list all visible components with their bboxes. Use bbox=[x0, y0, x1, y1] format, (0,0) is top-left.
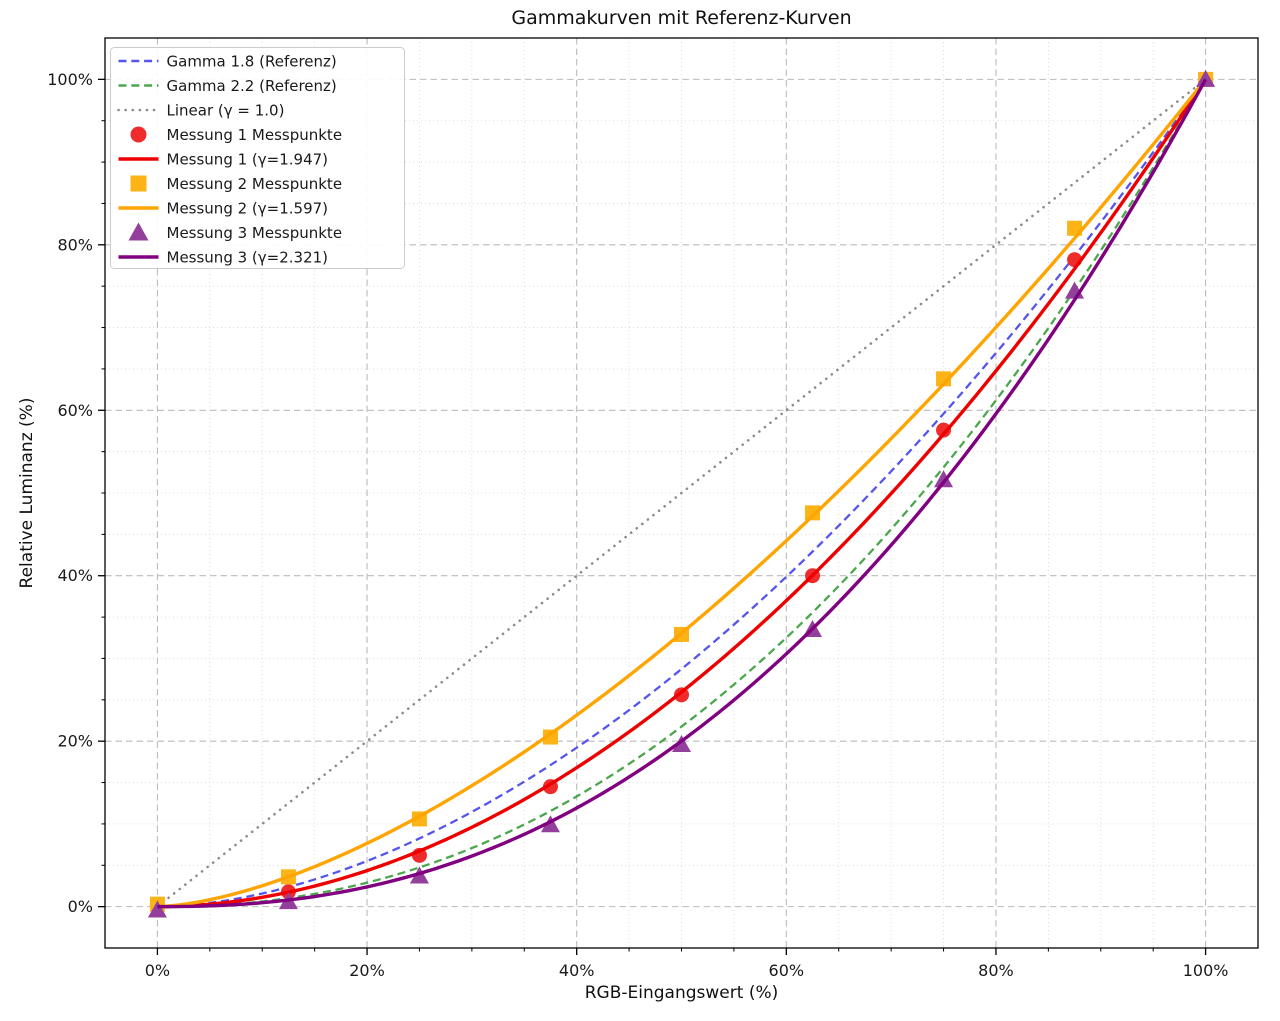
series-curve-messung-2-1-597 bbox=[157, 78, 1207, 909]
legend-item-label: Gamma 2.2 (Referenz) bbox=[167, 77, 337, 95]
series-curve-messung-3-2-321 bbox=[157, 78, 1208, 909]
x-tick-label: 80% bbox=[978, 961, 1014, 980]
legend-item-label: Messung 3 (γ=2.321) bbox=[167, 249, 329, 267]
x-tick-label: 100% bbox=[1183, 961, 1229, 980]
data-point-messung-3-messpunkte bbox=[1196, 69, 1216, 87]
legend-item-label: Messung 3 Messpunkte bbox=[167, 224, 343, 242]
legend-swatch-marker bbox=[128, 222, 149, 241]
data-point-messung-2-messpunkte bbox=[805, 505, 821, 521]
legend bbox=[110, 47, 405, 269]
legend-item-label: Linear (γ = 1.0) bbox=[167, 102, 285, 120]
legend-item-label: Messung 1 Messpunkte bbox=[167, 126, 343, 144]
y-axis-label: Relative Luminanz (%) bbox=[17, 397, 37, 589]
y-tick-label: 0% bbox=[68, 897, 93, 916]
legend-swatch-marker bbox=[130, 175, 147, 192]
x-tick-label: 20% bbox=[349, 961, 385, 980]
y-tick-label: 20% bbox=[57, 732, 93, 751]
data-point-messung-3-messpunkte bbox=[672, 734, 691, 752]
legend-swatch-marker bbox=[130, 126, 147, 143]
series-curve-linear-1-0 bbox=[156, 78, 1207, 908]
series-curve-messung-1-1-947 bbox=[157, 78, 1208, 909]
chart-title: Gammakurven mit Referenz-Kurven bbox=[511, 7, 852, 29]
series-curve-gamma-2-2-referenz bbox=[157, 78, 1207, 908]
x-tick-label: 0% bbox=[145, 961, 170, 980]
legend-item-messung-2-messpunkte bbox=[130, 175, 147, 192]
y-tick-label: 80% bbox=[57, 235, 93, 254]
legend-item-messung-1-messpunkte bbox=[130, 126, 147, 143]
legend-item-label: Messung 2 (γ=1.597) bbox=[167, 200, 329, 218]
y-tick-label: 60% bbox=[57, 401, 93, 420]
y-tick-label: 100% bbox=[47, 70, 93, 89]
y-tick-label: 40% bbox=[57, 566, 93, 585]
legend-item-messung-3-messpunkte bbox=[128, 222, 149, 241]
x-tick-label: 40% bbox=[559, 961, 595, 980]
legend-item-label: Messung 1 (γ=1.947) bbox=[167, 151, 329, 169]
legend-item-label: Gamma 1.8 (Referenz) bbox=[167, 53, 337, 71]
data-point-messung-3-messpunkte bbox=[540, 815, 560, 833]
legend-item-label: Messung 2 Messpunkte bbox=[167, 175, 343, 193]
data-point-messung-3-messpunkte bbox=[934, 470, 954, 488]
legend-box bbox=[110, 47, 405, 269]
data-point-messung-1-messpunkte bbox=[936, 422, 952, 438]
data-point-messung-3-messpunkte bbox=[147, 900, 167, 918]
x-tick-label: 60% bbox=[769, 961, 805, 980]
x-axis-label: RGB-Eingangswert (%) bbox=[584, 983, 779, 1003]
